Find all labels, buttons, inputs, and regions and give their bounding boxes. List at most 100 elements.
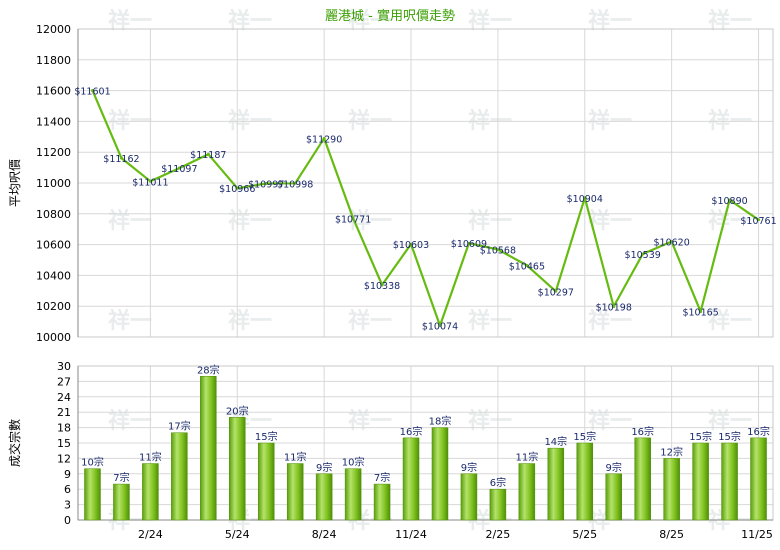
watermark-text: 祥一: [708, 8, 752, 34]
bar: [142, 463, 159, 521]
line-point: [641, 252, 645, 256]
line-data-label: $10998: [277, 179, 313, 190]
line-point: [322, 136, 326, 140]
bar-data-label: 15宗: [689, 430, 712, 443]
line-data-label: $10338: [364, 281, 400, 292]
x-tick-label: 5/24: [225, 528, 250, 541]
bar-data-label: 16宗: [747, 425, 770, 438]
bar-data-label: 7宗: [113, 471, 129, 484]
watermark-text: 祥一: [468, 8, 512, 34]
line-data-label: $11601: [74, 86, 110, 97]
bar: [315, 473, 333, 521]
line-point: [612, 305, 616, 309]
line-data-label: $11187: [190, 150, 226, 161]
bar: [84, 468, 101, 521]
x-tick-label: 11/25: [741, 528, 773, 541]
line-chart-y-tick-label: 10000: [36, 331, 71, 344]
line-data-label: $10465: [509, 261, 545, 272]
line-data-label: $10198: [596, 303, 632, 314]
bar: [113, 483, 130, 521]
bar: [489, 488, 507, 521]
watermark-text: 祥一: [108, 308, 152, 334]
bar-chart-y-tick-label: 24: [57, 391, 71, 404]
line-chart-y-tick-label: 11200: [36, 146, 71, 159]
line-chart-y-tick-label: 10800: [36, 208, 71, 221]
watermark-text: 祥一: [588, 308, 632, 334]
bar-chart-y-tick-label: 21: [57, 406, 71, 419]
bar-chart-y-tick-label: 0: [64, 514, 71, 527]
line-data-label: $10620: [654, 238, 690, 249]
line-data-label: $10568: [480, 246, 516, 257]
bar-data-label: 17宗: [168, 420, 191, 433]
line-data-label: $10609: [451, 239, 487, 250]
bar-chart-y-tick-label: 18: [57, 422, 71, 435]
line-chart-y-tick-label: 10200: [36, 300, 71, 313]
bar-chart-y-tick-label: 30: [57, 360, 71, 373]
line-data-label: $10074: [422, 322, 458, 333]
bar-chart-y-tick-label: 27: [57, 375, 71, 388]
bar-chart-y-axis-label: 成交宗數: [7, 419, 22, 467]
bar-data-label: 16宗: [400, 425, 423, 438]
bar-data-label: 10宗: [81, 456, 104, 469]
bar: [344, 468, 362, 521]
line-point: [757, 218, 761, 222]
chart-title: 麗港城 - 實用呎價走勢: [325, 8, 455, 24]
x-tick-label: 11/24: [395, 528, 427, 541]
line-data-label: $10997: [248, 179, 284, 190]
line-point: [670, 240, 674, 244]
line-point: [293, 181, 297, 185]
bar-data-label: 9宗: [461, 461, 477, 474]
line-data-label: $10761: [740, 216, 776, 227]
bar: [431, 427, 449, 521]
watermark-text: 祥一: [708, 308, 752, 334]
bar: [518, 463, 536, 521]
line-data-label: $11162: [103, 154, 139, 165]
watermark-text: 祥一: [348, 308, 392, 334]
bar: [721, 442, 738, 521]
bar: [200, 376, 217, 521]
bar: [663, 458, 680, 521]
line-point: [351, 216, 355, 220]
bar-data-label: 28宗: [197, 363, 220, 376]
bar-data-label: 6宗: [490, 476, 506, 489]
line-data-label: $10904: [567, 194, 603, 205]
line-chart-y-axis-label: 平均呎價: [8, 159, 22, 207]
price-line: [91, 89, 760, 327]
bar: [229, 417, 246, 521]
watermark-text: 祥一: [228, 8, 272, 34]
x-tick-label: 2/25: [486, 528, 511, 541]
bar: [576, 442, 594, 521]
line-point: [525, 263, 529, 267]
watermark-text: 祥一: [108, 208, 152, 234]
x-tick-label: 8/24: [312, 528, 337, 541]
line-point: [148, 179, 152, 183]
bar-data-label: 11宗: [284, 451, 307, 464]
data-labels: 10宗 7宗 11宗 17宗 28宗 20宗 15宗 11宗 9宗 10宗 7宗 16宗 18宗 9宗 6宗…: [74, 86, 776, 489]
line-data-label: $10771: [335, 214, 371, 225]
line-point: [583, 196, 587, 200]
line-point: [380, 283, 384, 287]
line-point: [90, 88, 94, 92]
line-point: [467, 241, 471, 245]
bar: [171, 432, 188, 521]
plot-frames: [77, 28, 774, 521]
line-point: [699, 310, 703, 314]
bar: [402, 437, 420, 521]
line-data-label: $10966: [219, 184, 255, 195]
line-chart-y-tick-label: 10400: [36, 269, 71, 282]
bar-chart-y-tick-label: 12: [57, 452, 71, 465]
axis-ticks: 10000 10200 10400 10600 10800 11000 11200 11400…: [36, 23, 773, 541]
watermark-text: 祥一: [588, 208, 632, 234]
watermark-text: 祥一: [228, 308, 272, 334]
x-tick-label: 5/25: [572, 528, 597, 541]
line-data-label: $10890: [711, 196, 747, 207]
bar-data-label: 18宗: [429, 415, 452, 428]
bar-chart-y-tick-label: 3: [64, 499, 71, 512]
line-point: [554, 289, 558, 293]
x-tick-label: 2/24: [138, 528, 163, 541]
bar-data-label: 12宗: [660, 445, 683, 458]
line-data-label: $11290: [306, 134, 342, 145]
line-chart-y-tick-label: 10600: [36, 239, 71, 252]
